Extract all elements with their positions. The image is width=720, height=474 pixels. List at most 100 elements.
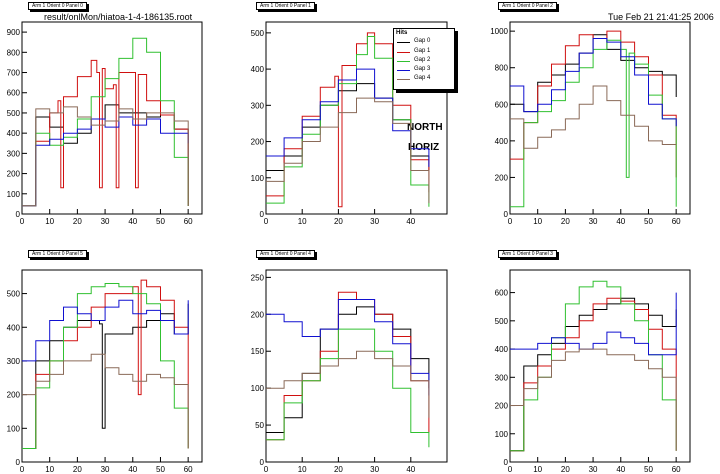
y-tick-label-0-8: 800	[7, 48, 21, 57]
y-tick-label-3-4: 400	[7, 323, 21, 332]
x-tick-label-2-4: 40	[616, 217, 625, 226]
x-tick-label-3-2: 20	[73, 465, 82, 474]
y-tick-label-0-2: 200	[7, 170, 21, 179]
x-tick-label-0-3: 30	[101, 217, 110, 226]
series-line-0-3	[22, 116, 189, 207]
y-tick-label-2-4: 800	[495, 64, 509, 73]
series-line-5-3	[510, 292, 677, 356]
x-tick-label-1-1: 10	[298, 217, 307, 226]
side-label-horiz: HORIZ	[408, 142, 440, 153]
y-tick-label-1-1: 100	[251, 174, 265, 183]
y-tick-label-1-3: 300	[251, 101, 265, 110]
x-tick-label-2-5: 50	[644, 217, 653, 226]
y-tick-label-2-1: 200	[495, 173, 509, 182]
x-tick-label-3-1: 10	[45, 465, 54, 474]
series-line-1-4	[266, 97, 430, 204]
x-tick-label-4-1: 10	[298, 465, 307, 474]
x-tick-label-5-4: 40	[616, 465, 625, 474]
y-tick-label-5-6: 600	[495, 289, 509, 298]
series-line-3-4	[22, 353, 189, 449]
x-tick-label-3-6: 60	[184, 465, 193, 474]
y-tick-label-4-3: 150	[251, 347, 265, 356]
y-tick-label-3-0: 0	[16, 458, 21, 467]
x-tick-label-2-6: 60	[672, 217, 681, 226]
x-tick-label-3-3: 30	[101, 465, 110, 474]
y-tick-label-1-5: 500	[251, 29, 265, 38]
legend-label-0: Gap 0	[414, 38, 431, 44]
x-tick-label-2-2: 20	[561, 217, 570, 226]
series-line-1-0	[266, 83, 430, 171]
series-line-2-3	[510, 38, 677, 127]
y-tick-label-5-4: 400	[495, 345, 509, 354]
y-tick-label-1-2: 200	[251, 138, 265, 147]
y-tick-label-0-3: 300	[7, 149, 21, 158]
x-tick-label-1-3: 30	[370, 217, 379, 226]
y-tick-label-1-4: 400	[251, 65, 265, 74]
plot-frame-0	[21, 21, 203, 215]
header-timestamp: Tue Feb 21 21:41:25 2006	[608, 12, 714, 22]
series-line-3-3	[22, 299, 189, 362]
y-tick-label-5-2: 200	[495, 402, 509, 411]
legend-swatch-1	[397, 52, 410, 53]
x-tick-label-1-4: 40	[406, 217, 415, 226]
legend-title: Hits	[396, 30, 408, 36]
x-tick-label-5-1: 10	[533, 465, 542, 474]
y-tick-label-4-1: 50	[255, 421, 264, 430]
x-tick-label-2-1: 10	[533, 217, 542, 226]
series-line-3-2	[22, 283, 189, 449]
series-line-0-1	[22, 59, 189, 207]
series-line-0-4	[22, 106, 189, 207]
y-tick-label-2-3: 600	[495, 100, 509, 109]
y-tick-label-2-5: 1000	[490, 27, 508, 36]
y-tick-label-0-0: 0	[16, 210, 21, 219]
x-tick-label-4-3: 30	[370, 465, 379, 474]
series-line-4-0	[266, 306, 430, 433]
y-tick-label-4-2: 100	[251, 384, 265, 393]
x-tick-label-5-2: 20	[561, 465, 570, 474]
y-tick-label-2-0: 0	[504, 210, 509, 219]
x-tick-label-5-0: 0	[508, 465, 513, 474]
y-tick-label-0-7: 700	[7, 69, 21, 78]
y-tick-label-1-0: 0	[260, 210, 265, 219]
x-tick-label-0-2: 20	[73, 217, 82, 226]
x-tick-label-4-0: 0	[264, 465, 269, 474]
y-tick-label-5-3: 300	[495, 373, 509, 382]
y-tick-label-0-6: 600	[7, 89, 21, 98]
x-tick-label-0-5: 50	[156, 217, 165, 226]
plot-frame-4	[265, 269, 448, 463]
plot-frame-3	[21, 269, 203, 463]
x-tick-label-4-2: 20	[334, 465, 343, 474]
series-line-3-0	[22, 303, 189, 449]
legend-label-3: Gap 3	[414, 66, 431, 72]
x-tick-label-1-0: 0	[264, 217, 269, 226]
legend-label-2: Gap 2	[414, 57, 431, 63]
panel-title-0: Arm 1 Orient 0 Panel 0	[28, 2, 87, 10]
y-tick-label-2-2: 400	[495, 137, 509, 146]
y-tick-label-3-3: 300	[7, 357, 21, 366]
y-tick-label-3-2: 200	[7, 391, 21, 400]
series-line-5-1	[510, 297, 677, 452]
x-tick-label-2-0: 0	[508, 217, 513, 226]
x-tick-label-0-4: 40	[128, 217, 137, 226]
y-tick-label-5-1: 100	[495, 430, 509, 439]
series-line-2-4	[510, 85, 677, 149]
legend: Hits Gap 0 Gap 1 Gap 2 Gap 3 Gap 4	[393, 28, 455, 90]
panel-title-3: Arm 1 Orient 0 Panel 5	[28, 250, 87, 258]
y-tick-label-5-0: 0	[504, 458, 509, 467]
y-tick-label-4-4: 200	[251, 310, 265, 319]
plot-frame-1	[265, 21, 448, 215]
y-tick-label-5-5: 500	[495, 317, 509, 326]
x-tick-label-2-3: 30	[589, 217, 598, 226]
plot-frame-5	[509, 269, 691, 463]
x-tick-label-5-5: 50	[644, 465, 653, 474]
x-tick-label-5-6: 60	[672, 465, 681, 474]
y-tick-label-3-5: 500	[7, 290, 21, 299]
series-line-4-4	[266, 350, 430, 418]
x-tick-label-4-4: 40	[406, 465, 415, 474]
series-line-4-3	[266, 299, 430, 396]
x-tick-label-5-3: 30	[589, 465, 598, 474]
series-line-4-2	[266, 328, 430, 448]
x-tick-label-0-0: 0	[20, 217, 25, 226]
legend-label-1: Gap 1	[414, 48, 431, 54]
